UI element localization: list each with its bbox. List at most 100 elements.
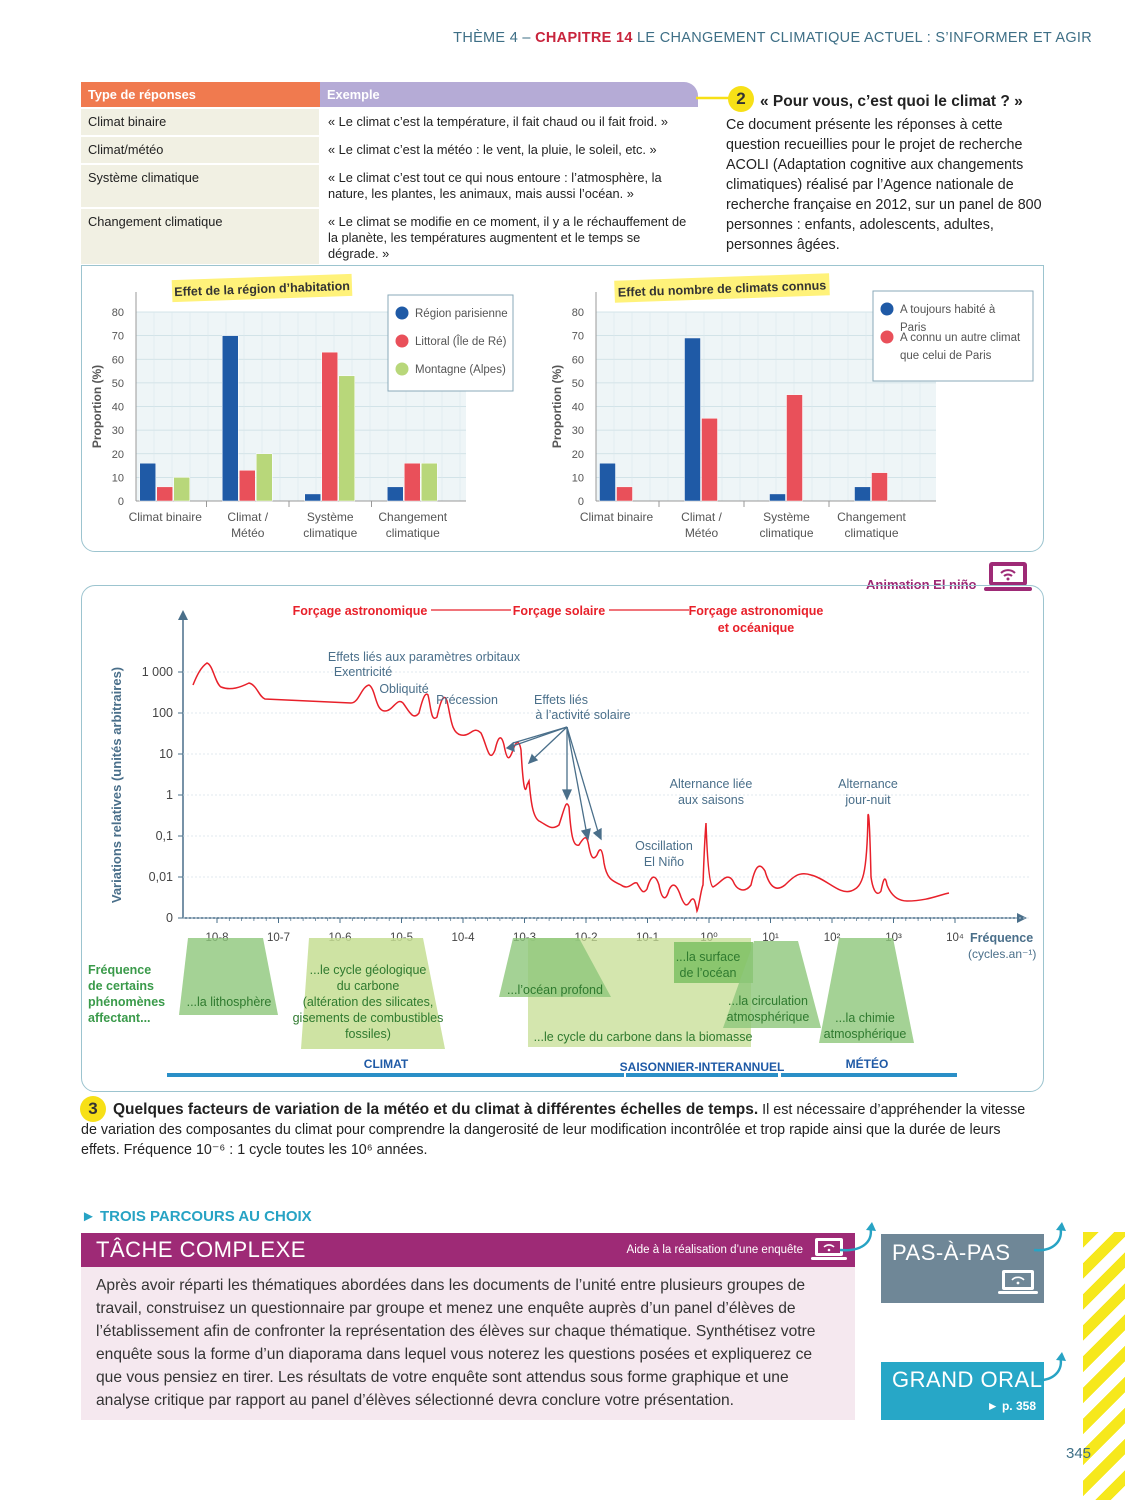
- x-tick-label: 10-7: [267, 932, 290, 944]
- arrow-icon: [1033, 1352, 1066, 1382]
- phenomenon-label: ...l’océan profond: [507, 983, 603, 997]
- doc2-text: Ce document présente les réponses à cett…: [726, 117, 1042, 253]
- y-tick-label: 80: [572, 307, 584, 319]
- annotation-nino: El Niño: [644, 855, 684, 869]
- svg-text:du carbone: du carbone: [337, 979, 400, 993]
- chart-title-tag: [614, 273, 830, 303]
- arrow-icon: [839, 1222, 876, 1252]
- bar: [421, 462, 438, 502]
- y-tick-label: 0,01: [149, 870, 173, 884]
- tache-complexe-text: Après avoir réparti les thématiques abor…: [81, 1267, 855, 1420]
- y-tick-label: 10: [159, 747, 173, 761]
- legend-box: [872, 290, 1034, 382]
- phenomenon-circulation: [723, 941, 821, 1028]
- phenomenon-label: ...la circulation atmosphérique: [727, 994, 810, 1024]
- animation-link[interactable]: Animation El niño: [866, 577, 977, 592]
- table-row: Système climatique « Le climat c’est tou…: [81, 163, 698, 209]
- x-tick-label: Système: [307, 510, 354, 524]
- y-tick-label: 0: [578, 496, 584, 508]
- page-number: 345: [1066, 1445, 1092, 1462]
- phenomenon-label: ...la chimie atmosphérique: [824, 1011, 907, 1041]
- bar: [256, 453, 273, 502]
- table-cell-type: Système climatique: [81, 163, 321, 208]
- spectrum-chart: Forçage astronomique Forçage solaire For…: [88, 604, 1036, 1077]
- bar: [139, 462, 156, 502]
- svg-text:fossiles): fossiles): [345, 1027, 391, 1041]
- laptop-icon[interactable]: [984, 560, 1032, 594]
- doc3-caption: Quelques facteurs de variation de la mét…: [81, 1101, 1026, 1158]
- tache-complexe-header[interactable]: TÂCHE COMPLEXE Aide à la réalisation d’u…: [81, 1233, 855, 1267]
- laptop-icon[interactable]: [811, 1236, 847, 1264]
- x-tick-label: climatique: [759, 526, 813, 540]
- tache-aide-label: Aide à la réalisation d’une enquête: [626, 1244, 803, 1256]
- x-tick-label: Climat binaire: [129, 510, 203, 524]
- trois-parcours-heading: ► TROIS PARCOURS AU CHOIX: [81, 1208, 312, 1225]
- y-tick-label: 1 000: [142, 665, 173, 679]
- laptop-icon[interactable]: [998, 1268, 1038, 1298]
- x-tick-label: Changement: [378, 510, 447, 524]
- x-tick-label: climatique: [303, 526, 357, 540]
- bar-charts-panel: [81, 265, 1044, 552]
- grand-oral-page-link[interactable]: ► p. 358: [986, 1399, 1036, 1413]
- annotation-jour-nuit: Alternance: [838, 777, 898, 791]
- forcing-label: Forçage astronomique: [293, 604, 428, 618]
- y-tick-label: 10: [572, 472, 584, 484]
- x-axis-unit: (cycles.an⁻¹): [968, 947, 1036, 961]
- y-tick-label: 70: [572, 331, 584, 343]
- annotation-saisons: Alternance liée: [670, 777, 753, 791]
- bar: [769, 493, 786, 502]
- bar: [684, 337, 701, 502]
- phenomena-intro: Fréquence de certains phénomènes affecta…: [88, 963, 165, 1025]
- y-axis-label: Proportion (%): [90, 365, 104, 448]
- doc2-number-badge: 2: [728, 86, 754, 112]
- svg-text:...la circulation: ...la circulation: [728, 994, 808, 1008]
- bar-chart: 0 10 20 30 40 50 60 70 80 Proportion (%) Climat bi…: [90, 273, 514, 540]
- annotation-solaire: à l’activité solaire: [535, 708, 630, 722]
- phenomenon-label: ...le cycle du carbone dans la biomasse: [534, 1030, 753, 1044]
- bar: [786, 394, 803, 502]
- legend-marker: [395, 362, 409, 376]
- y-tick-label: 80: [112, 307, 124, 319]
- y-tick-label: 20: [572, 449, 584, 461]
- bar: [387, 486, 404, 502]
- annotation-obliquite: Obliquité: [379, 682, 428, 696]
- pas-a-pas-card[interactable]: PAS-À-PAS: [881, 1234, 1044, 1303]
- annotation-solaire: Effets liés: [534, 693, 588, 707]
- legend-marker: [880, 330, 894, 344]
- svg-text:de certains: de certains: [88, 979, 154, 993]
- scale-label: MÉTÉO: [846, 1056, 889, 1071]
- svg-text:...la chimie: ...la chimie: [835, 1011, 895, 1025]
- legend-label: A connu un autre climat: [900, 332, 1021, 344]
- y-tick-label: 40: [572, 402, 584, 414]
- timescale-panel: [81, 585, 1044, 1092]
- svg-text:phénomènes: phénomènes: [88, 995, 165, 1009]
- y-tick-label: 10: [112, 472, 124, 484]
- table-cell-type: Climat binaire: [81, 107, 321, 136]
- y-tick-label: 1: [166, 788, 173, 802]
- spectrum-curve: [192, 662, 950, 914]
- bar: [239, 470, 256, 502]
- x-tick-label: Climat binaire: [580, 510, 654, 524]
- x-tick-label: Système: [763, 510, 810, 524]
- phenomenon-label: ...le cycle géologique du carbone (altér…: [293, 963, 444, 1041]
- tache-complexe-title: TÂCHE COMPLEXE: [96, 1237, 306, 1262]
- bar: [304, 493, 321, 502]
- scale-label: SAISONNIER-INTERANNUEL: [620, 1060, 785, 1074]
- bar: [156, 486, 173, 502]
- bar: [854, 486, 871, 502]
- bar-chart: 0 10 20 30 40 50 60 70 80 Proportion (%) Climat bi…: [550, 273, 1034, 540]
- bar: [616, 486, 633, 502]
- arrow-icon: [1033, 1222, 1066, 1252]
- bar: [404, 462, 421, 502]
- table-cell-type: Climat/météo: [81, 135, 321, 164]
- table-row: Climat/météo « Le climat c’est la météo …: [81, 135, 698, 165]
- table-cell-example: « Le climat c’est la température, il fai…: [320, 107, 698, 137]
- annotation-excentricite: Exentricité: [334, 665, 392, 679]
- grand-oral-card[interactable]: GRAND ORAL ► p. 358: [881, 1362, 1044, 1420]
- phenomenon-lithosphere: [179, 938, 278, 1015]
- svg-text:(altération des silicates,: (altération des silicates,: [303, 995, 434, 1009]
- y-axis-arrow: [178, 610, 188, 620]
- bar: [599, 462, 616, 502]
- svg-text:...le cycle géologique: ...le cycle géologique: [310, 963, 427, 977]
- phenomenon-carbone: [301, 938, 445, 1049]
